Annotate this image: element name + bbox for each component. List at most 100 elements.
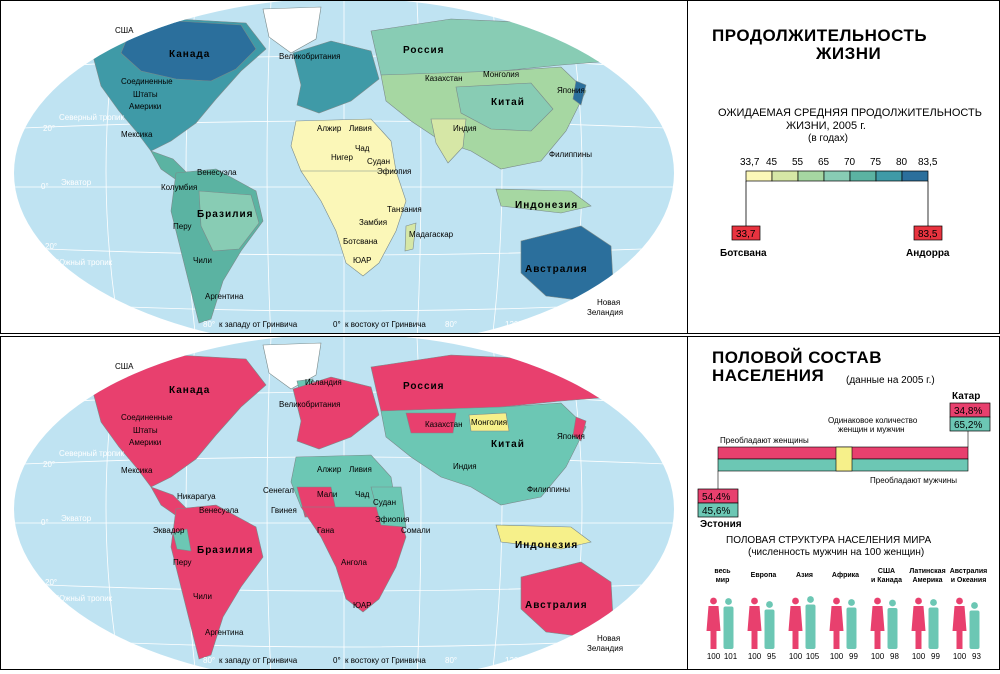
tropic-north-label: Северный тропик <box>59 449 125 458</box>
map-label: Мексика <box>121 466 153 475</box>
map-label: Америки <box>129 102 161 111</box>
women-count: 100 <box>871 652 885 661</box>
map-label: ЮАР <box>353 256 372 265</box>
group-label: и Океания <box>951 577 987 584</box>
tropic-south-label: Южный тропик <box>57 594 113 603</box>
man-figure <box>723 606 734 649</box>
map-label: Ангола <box>341 558 367 567</box>
lat-label: 40° <box>57 632 69 641</box>
scale-swatch <box>771 170 799 182</box>
scale-tick-label: 83,5 <box>918 157 938 168</box>
group-label: весь <box>714 568 731 575</box>
women-count: 100 <box>912 652 926 661</box>
map-label: Штаты <box>133 90 158 99</box>
life-subtitle-line1: ОЖИДАЕМАЯ СРЕДНЯЯ ПРОДОЛЖИТЕЛЬНОСТЬ <box>718 107 982 119</box>
life-subtitle-line2: ЖИЗНИ, 2005 г. <box>786 120 866 132</box>
map-label: Ботсвана <box>343 237 378 246</box>
map-label: Алжир <box>317 465 342 474</box>
world-title-2: (численность мужчин на 100 женщин) <box>748 547 924 558</box>
sex-ratio-legend: ПОЛОВОЙ СОСТАВ НАСЕЛЕНИЯ (данные на 2005… <box>687 336 1000 670</box>
lon-label: 160° <box>91 656 108 665</box>
map-label: Алжир <box>317 124 342 133</box>
life-title-line2: ЖИЗНИ <box>816 44 882 63</box>
women-dominate-label: Преобладают женщины <box>720 436 809 445</box>
lat-label: 0° <box>41 518 49 527</box>
group-label: Азия <box>796 572 813 579</box>
woman-figure <box>952 606 967 649</box>
map-label: Штаты <box>133 426 158 435</box>
map-label: Гана <box>317 526 335 535</box>
man-figure-head <box>930 599 937 606</box>
sex-ratio-chart: Катар 34,8% 65,2% Одинаковое количествоженщ… <box>697 391 991 661</box>
lon-label: 0° <box>333 320 341 329</box>
map-label: Филиппины <box>549 150 592 159</box>
lat-label: 20° <box>43 124 55 133</box>
map-label: США <box>115 26 134 35</box>
tropic-south-label: Южный тропик <box>57 258 113 267</box>
man-figure <box>887 608 898 649</box>
min-value: 33,7 <box>736 229 756 240</box>
man-figure-head <box>807 596 814 603</box>
map-label: Ливия <box>349 124 372 133</box>
lon-label: 120° <box>505 320 522 329</box>
map-label: Сомали <box>401 526 430 535</box>
greenland <box>262 6 322 54</box>
map-label: Австралия <box>525 264 588 275</box>
ecuador-peru <box>172 528 192 552</box>
group-label: Латинская <box>909 568 945 575</box>
map-label: Бразилия <box>197 209 253 220</box>
life-expectancy-map: США Канада Соединенные Штаты Америки Мек… <box>0 0 688 348</box>
lon-west-label: к западу от Гринвича <box>219 656 298 665</box>
scale-tick-label: 45 <box>766 157 778 168</box>
map-label: Судан <box>373 498 396 507</box>
map-label: Филиппины <box>527 485 570 494</box>
group-label: Америка <box>912 577 942 584</box>
japan <box>572 80 587 106</box>
map-label: Япония <box>557 432 585 441</box>
women-count: 100 <box>830 652 844 661</box>
lat-label: 20° <box>45 578 57 587</box>
men-count: 95 <box>767 652 776 661</box>
women-count: 100 <box>953 652 967 661</box>
woman-figure-head <box>710 597 717 605</box>
scale-swatch <box>901 170 929 182</box>
europe <box>292 376 380 450</box>
group-label: Африка <box>832 572 859 579</box>
map-label: Сенегал <box>263 486 294 495</box>
map-label: Судан <box>367 157 390 166</box>
map-label: Америки <box>129 438 161 447</box>
africa <box>300 170 407 277</box>
qatar-label: Катар <box>952 391 980 402</box>
map-label: Китай <box>491 439 525 450</box>
estonia-men-box <box>697 502 739 518</box>
map-label: Танзания <box>387 205 422 214</box>
new-zealand <box>628 285 644 314</box>
man-figure-head <box>766 601 773 608</box>
map-label: Эфиопия <box>375 515 409 524</box>
scale-swatch <box>745 170 773 182</box>
canada <box>120 20 257 82</box>
group-label: Европа <box>751 572 777 579</box>
map-label: Мадагаскар <box>409 230 454 239</box>
map-label: Чад <box>355 490 370 499</box>
group-label: Австралия <box>950 568 988 575</box>
map-label: Мексика <box>121 130 153 139</box>
map-label: Перу <box>173 222 192 231</box>
map-label: Колумбия <box>161 183 197 192</box>
map-label: Китай <box>491 97 525 108</box>
woman-figure <box>747 606 762 649</box>
indonesia <box>495 524 592 550</box>
japan <box>572 416 587 442</box>
lon-east-label: к востоку от Гринвича <box>345 320 426 329</box>
map-label: Монголия <box>471 418 507 427</box>
estonia-label: Эстония <box>700 519 742 530</box>
qatar-men-box <box>949 416 991 432</box>
estonia-men-value: 45,6% <box>702 506 730 517</box>
woman-figure-head <box>874 597 881 605</box>
women-count: 100 <box>707 652 721 661</box>
map-label: Гвинея <box>271 506 297 515</box>
mongolia <box>468 412 510 432</box>
man-figure <box>846 607 857 649</box>
scale-tick-label: 70 <box>844 157 856 168</box>
map-label: Казахстан <box>425 420 463 429</box>
